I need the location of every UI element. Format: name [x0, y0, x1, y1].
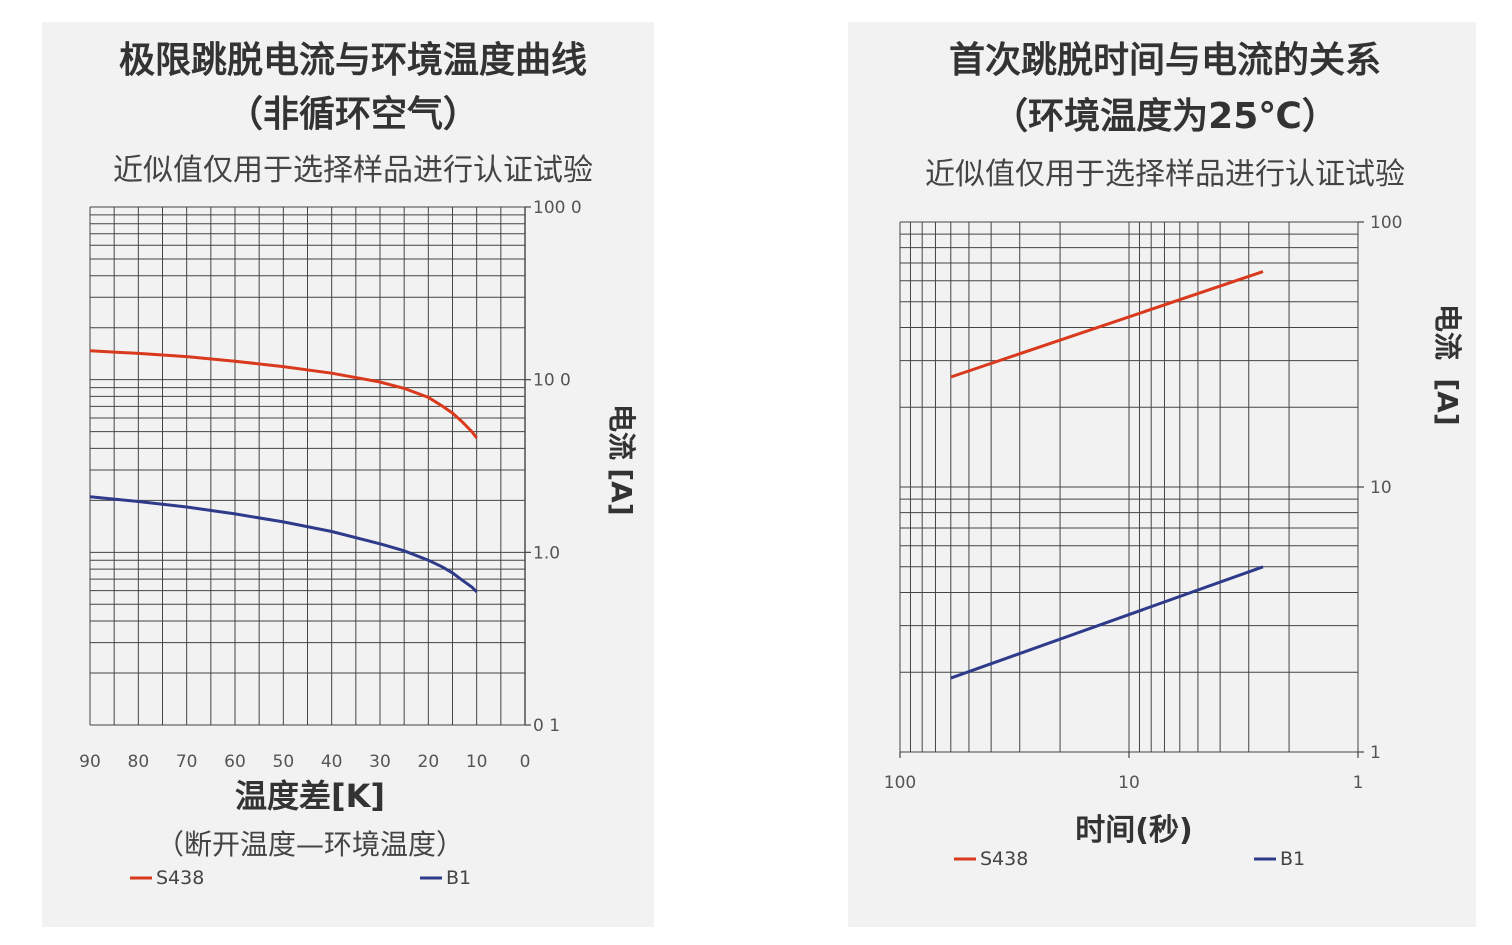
series-lines	[89, 349, 478, 593]
chart-time-svg: 首次跳脱时间与电流的关系 （环境温度为25℃） 近似值仅用于选择样品进行认证试验…	[884, 40, 1464, 870]
y-axis-title: 电流	[605, 404, 638, 460]
y-axis-title: 电流	[1431, 304, 1464, 360]
x-tick-label: 20	[418, 752, 440, 772]
chart-note: 近似值仅用于选择样品进行认证试验	[925, 157, 1405, 192]
legend-label-s438: S438	[156, 867, 204, 889]
grid	[899, 221, 1364, 758]
y-tick-label: 1	[1370, 743, 1381, 763]
y-tick-labels: 1 10 100	[1370, 213, 1402, 763]
x-tick-label: 50	[273, 752, 295, 772]
chart-panel-temperature: 极限跳脱电流与环境温度曲线 （非循环空气） 近似值仅用于选择样品进行认证试验 9…	[42, 22, 654, 927]
x-tick-label: 80	[128, 752, 150, 772]
y-tick-label: 100 0	[533, 198, 582, 218]
x-tick-label: 70	[176, 752, 198, 772]
legend-label-b1: B1	[446, 867, 471, 889]
chart-subtitle: （非循环空气）	[227, 94, 479, 135]
y-tick-label: 0 1	[533, 716, 560, 736]
x-tick-label: 60	[224, 752, 246, 772]
chart-title: 首次跳脱时间与电流的关系	[949, 40, 1381, 81]
chart-subtitle: （环境温度为25℃）	[992, 96, 1338, 137]
y-tick-label: 1.0	[533, 543, 560, 563]
y-tick-label: 10	[1370, 478, 1392, 498]
y-axis-unit: [A]	[605, 468, 638, 515]
chart-temperature-svg: 极限跳脱电流与环境温度曲线 （非循环空气） 近似值仅用于选择样品进行认证试验 9…	[79, 40, 638, 889]
legend: S438 B1	[130, 867, 471, 889]
series-lines	[950, 270, 1264, 680]
chart-panel-time: 首次跳脱时间与电流的关系 （环境温度为25℃） 近似值仅用于选择样品进行认证试验…	[848, 22, 1476, 927]
y-tick-label: 10 0	[533, 371, 571, 391]
x-tick-labels: 90 80 70 60 50 40 30 20 10 0	[79, 752, 530, 772]
legend: S438 B1	[954, 848, 1305, 870]
x-tick-label: 10	[466, 752, 488, 772]
y-tick-label: 100	[1370, 213, 1402, 233]
series-line-s438	[89, 349, 478, 439]
chart-note: 近似值仅用于选择样品进行认证试验	[113, 153, 593, 188]
x-tick-label: 40	[321, 752, 343, 772]
x-axis-title: 时间(秒)	[1075, 813, 1192, 848]
grid	[89, 206, 531, 726]
chart-title: 极限跳脱电流与环境温度曲线	[119, 40, 587, 81]
legend-label-b1: B1	[1280, 848, 1305, 870]
y-tick-labels: 0 1 1.0 10 0 100 0	[533, 198, 582, 736]
series-line-s438	[950, 270, 1264, 379]
x-tick-label: 10	[1118, 773, 1140, 793]
series-line-b1	[950, 565, 1264, 680]
legend-label-s438: S438	[980, 848, 1028, 870]
x-tick-label: 1	[1353, 773, 1364, 793]
x-tick-label: 0	[520, 752, 531, 772]
x-axis-title: 温度差[K]	[235, 777, 385, 815]
x-tick-labels: 100 10 1	[884, 773, 1364, 793]
x-tick-label: 30	[369, 752, 391, 772]
x-tick-label: 100	[884, 773, 916, 793]
x-axis-note: （断开温度—环境温度）	[156, 828, 464, 861]
series-line-b1	[89, 495, 478, 593]
x-tick-label: 90	[79, 752, 101, 772]
y-axis-unit: [A]	[1431, 378, 1464, 425]
